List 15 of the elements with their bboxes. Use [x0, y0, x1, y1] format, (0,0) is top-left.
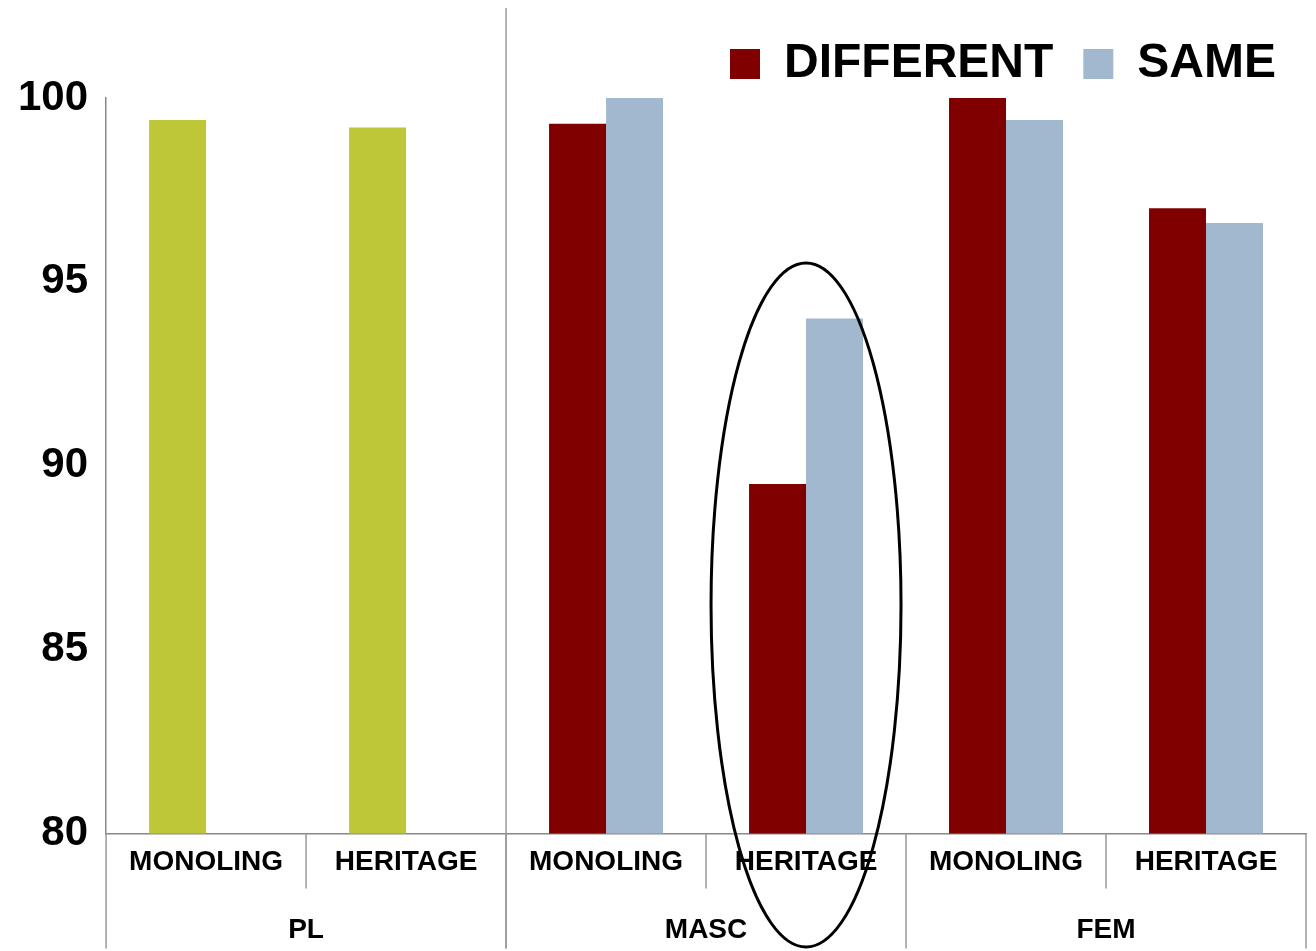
legend-label: SAME — [1137, 34, 1277, 88]
y-tick-label: 95 — [41, 255, 89, 303]
x-tick-label: MONOLING — [529, 844, 684, 876]
y-tick-label: 80 — [41, 806, 89, 854]
y-tick-label: 85 — [41, 623, 89, 671]
x-tick-label: MONOLING — [129, 844, 284, 876]
x-tick-label: MONOLING — [929, 844, 1084, 876]
text: PL — [288, 913, 324, 945]
legend-label: DIFFERENT — [784, 34, 1054, 88]
text: MASC — [664, 913, 748, 945]
x-tick-label: HERITAGE — [334, 844, 478, 876]
y-tick-label: 100 — [18, 71, 89, 119]
x-tick-label: HERITAGE — [1134, 844, 1278, 876]
y-tick-label: 90 — [41, 439, 89, 487]
text: FEM — [1076, 913, 1136, 945]
